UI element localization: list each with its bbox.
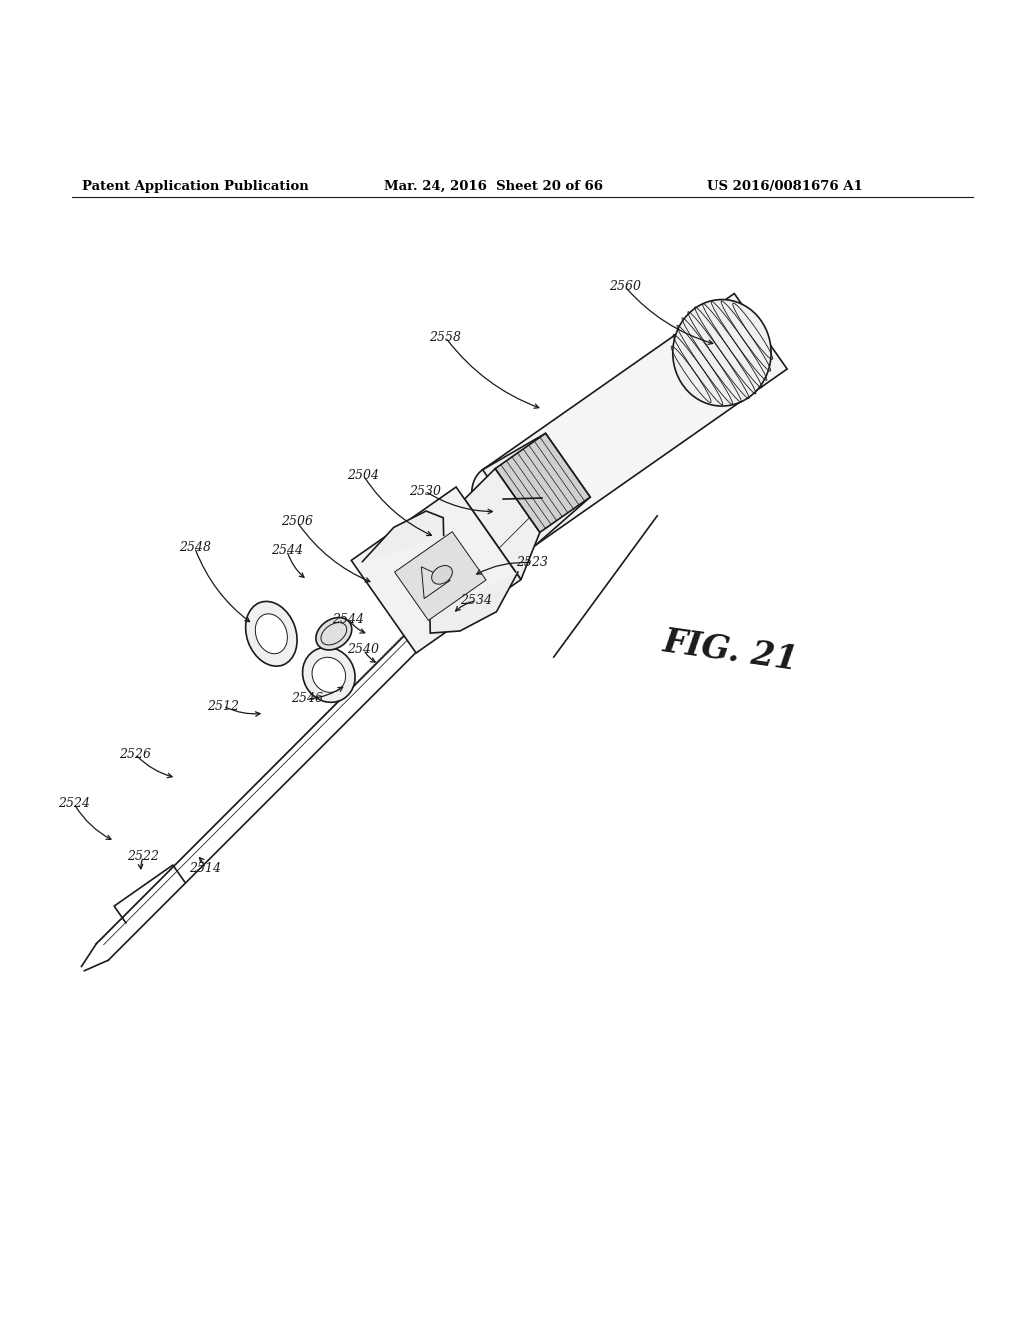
Text: 2558: 2558 <box>429 331 462 345</box>
Polygon shape <box>394 532 486 620</box>
Ellipse shape <box>255 614 288 653</box>
Text: 2514: 2514 <box>188 862 221 875</box>
Text: 2506: 2506 <box>281 515 313 528</box>
Polygon shape <box>430 572 518 634</box>
Polygon shape <box>465 469 540 579</box>
Text: 2544: 2544 <box>270 544 303 557</box>
Text: 2560: 2560 <box>608 280 641 293</box>
Text: FIG. 21: FIG. 21 <box>660 626 800 677</box>
Text: 2544: 2544 <box>332 612 365 626</box>
Ellipse shape <box>246 602 297 667</box>
Polygon shape <box>482 293 787 545</box>
Polygon shape <box>361 511 443 562</box>
Text: 2548: 2548 <box>178 541 211 554</box>
Ellipse shape <box>673 300 771 407</box>
Text: 2504: 2504 <box>347 469 380 482</box>
Polygon shape <box>351 487 521 653</box>
Text: 2524: 2524 <box>57 797 90 810</box>
Ellipse shape <box>472 466 547 549</box>
Text: US 2016/0081676 A1: US 2016/0081676 A1 <box>707 180 862 193</box>
Ellipse shape <box>312 657 345 692</box>
Text: 2526: 2526 <box>119 747 152 760</box>
Text: Mar. 24, 2016  Sheet 20 of 66: Mar. 24, 2016 Sheet 20 of 66 <box>384 180 603 193</box>
Ellipse shape <box>316 618 352 649</box>
Text: 2530: 2530 <box>409 484 441 498</box>
Text: 2546: 2546 <box>291 693 324 705</box>
Polygon shape <box>482 433 590 545</box>
Text: 2534: 2534 <box>460 594 493 607</box>
Text: Patent Application Publication: Patent Application Publication <box>82 180 308 193</box>
Text: 2522: 2522 <box>127 850 160 863</box>
Text: 2523: 2523 <box>516 556 549 569</box>
Ellipse shape <box>432 565 453 585</box>
Ellipse shape <box>302 647 355 702</box>
Polygon shape <box>496 433 590 532</box>
Text: 2540: 2540 <box>347 643 380 656</box>
Text: 2512: 2512 <box>207 700 240 713</box>
